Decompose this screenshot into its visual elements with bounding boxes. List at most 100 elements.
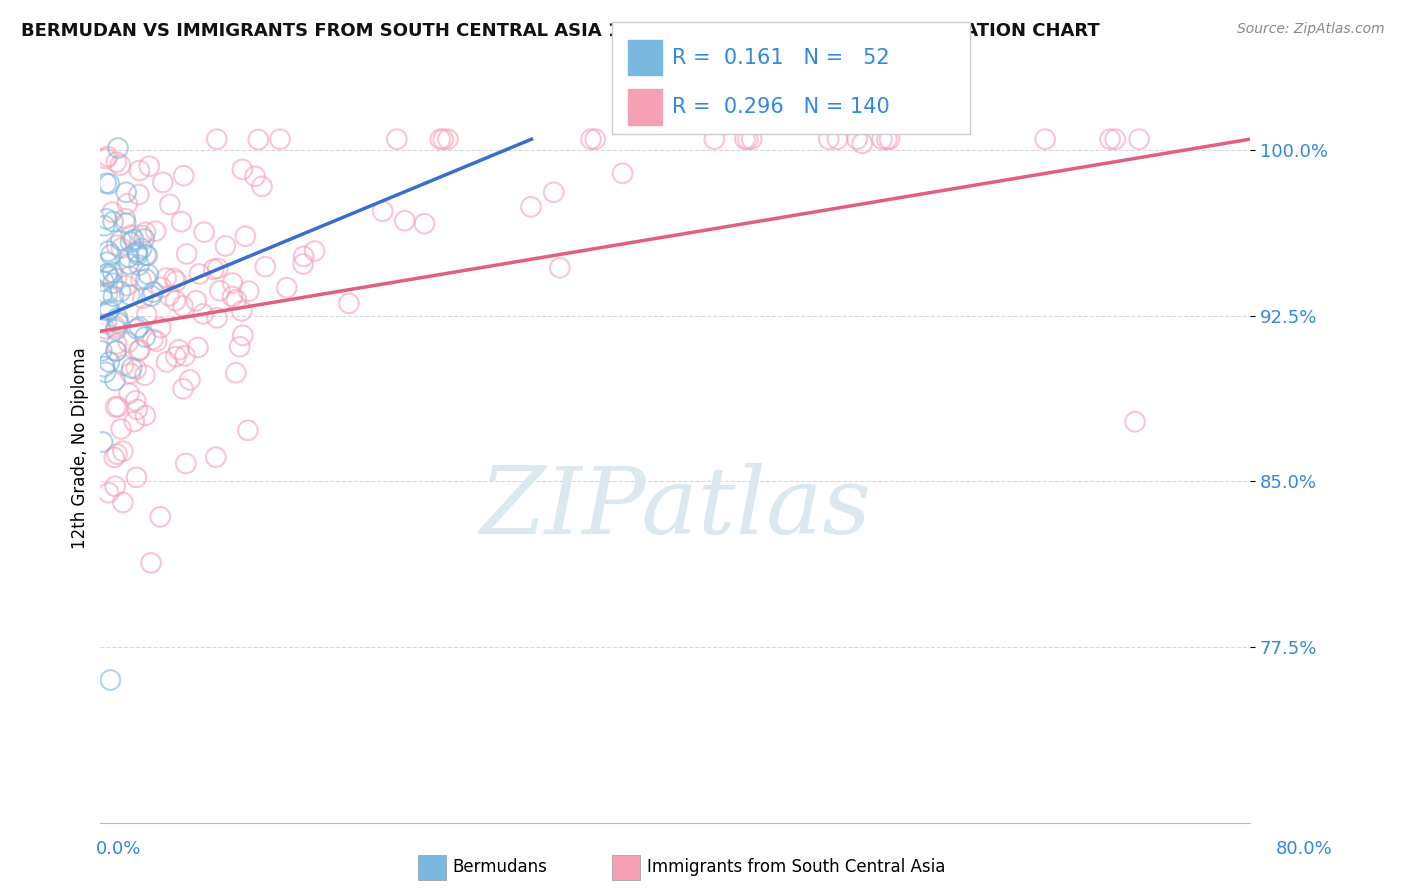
Point — [292, 249, 315, 263]
Text: 0.0%: 0.0% — [96, 840, 141, 858]
Point — [142, 333, 165, 347]
Point — [138, 268, 160, 282]
Point — [236, 423, 259, 437]
Point — [107, 316, 129, 330]
Point — [191, 307, 214, 321]
Point — [1128, 132, 1150, 146]
Point — [121, 361, 143, 376]
Point — [100, 248, 122, 262]
Point — [134, 330, 156, 344]
Point — [96, 317, 118, 331]
Point — [105, 272, 128, 286]
Point — [128, 187, 150, 202]
Point — [163, 271, 186, 285]
Point — [114, 216, 136, 230]
Point — [548, 260, 571, 275]
Point — [142, 285, 165, 299]
Point — [188, 267, 211, 281]
Text: Immigrants from South Central Asia: Immigrants from South Central Asia — [647, 858, 945, 876]
Point — [243, 169, 266, 184]
Point — [141, 289, 163, 303]
Text: 80.0%: 80.0% — [1277, 840, 1333, 858]
Point — [193, 225, 215, 239]
Point — [122, 233, 145, 247]
Point — [114, 211, 136, 226]
Point — [105, 155, 128, 169]
Point — [292, 257, 315, 271]
Point — [103, 289, 125, 303]
Point — [221, 289, 243, 303]
Point — [110, 158, 132, 172]
Point — [612, 166, 634, 180]
Point — [96, 255, 118, 269]
Point — [115, 278, 138, 293]
Text: BERMUDAN VS IMMIGRANTS FROM SOUTH CENTRAL ASIA 12TH GRADE, NO DIPLOMA CORRELATIO: BERMUDAN VS IMMIGRANTS FROM SOUTH CENTRA… — [21, 22, 1099, 40]
Point — [225, 366, 247, 380]
Point — [205, 310, 228, 325]
Point — [149, 509, 172, 524]
Point — [214, 239, 236, 253]
Point — [127, 402, 149, 417]
Text: Bermudans: Bermudans — [453, 858, 547, 876]
Point — [118, 386, 141, 401]
Point — [104, 374, 127, 388]
Point — [741, 132, 763, 146]
Point — [817, 132, 839, 146]
Point — [115, 186, 138, 200]
Point — [117, 257, 139, 271]
Point — [734, 132, 756, 146]
Point — [437, 132, 460, 146]
Y-axis label: 12th Grade, No Diploma: 12th Grade, No Diploma — [72, 347, 89, 549]
Point — [107, 314, 129, 328]
Point — [238, 284, 260, 298]
Text: R =  0.161   N =   52: R = 0.161 N = 52 — [672, 47, 890, 68]
Point — [128, 163, 150, 178]
Point — [155, 271, 177, 285]
Point — [128, 258, 150, 272]
Point — [432, 132, 454, 146]
Text: R =  0.296   N = 140: R = 0.296 N = 140 — [672, 96, 890, 117]
Point — [117, 335, 139, 350]
Point — [247, 132, 270, 146]
Point — [394, 213, 416, 227]
Point — [174, 457, 197, 471]
Point — [105, 337, 128, 351]
Point — [221, 276, 243, 290]
Point — [122, 415, 145, 429]
Point — [170, 215, 193, 229]
Point — [152, 175, 174, 189]
Point — [543, 186, 565, 200]
Point — [827, 132, 849, 146]
Point — [139, 556, 162, 570]
Point — [105, 343, 128, 358]
Point — [120, 367, 142, 381]
Point — [125, 393, 148, 408]
Point — [132, 291, 155, 305]
Point — [97, 150, 120, 164]
Text: Source: ZipAtlas.com: Source: ZipAtlas.com — [1237, 22, 1385, 37]
Point — [97, 269, 120, 284]
Point — [304, 244, 326, 258]
Point — [101, 205, 124, 219]
Point — [207, 261, 229, 276]
Point — [96, 286, 118, 301]
Point — [98, 177, 121, 191]
Point — [134, 409, 156, 423]
Point — [91, 434, 114, 449]
Point — [269, 132, 291, 146]
Point — [228, 340, 250, 354]
Point — [1123, 415, 1146, 429]
Point — [1033, 132, 1056, 146]
Point — [104, 344, 127, 359]
Point — [145, 334, 167, 349]
Point — [128, 343, 150, 358]
Text: ZIPatlas: ZIPatlas — [479, 463, 872, 553]
Point — [107, 400, 129, 414]
Point — [94, 152, 117, 166]
Point — [167, 343, 190, 357]
Point — [135, 308, 157, 322]
Point — [155, 355, 177, 369]
Point — [118, 288, 141, 302]
Point — [93, 274, 115, 288]
Point — [112, 359, 135, 373]
